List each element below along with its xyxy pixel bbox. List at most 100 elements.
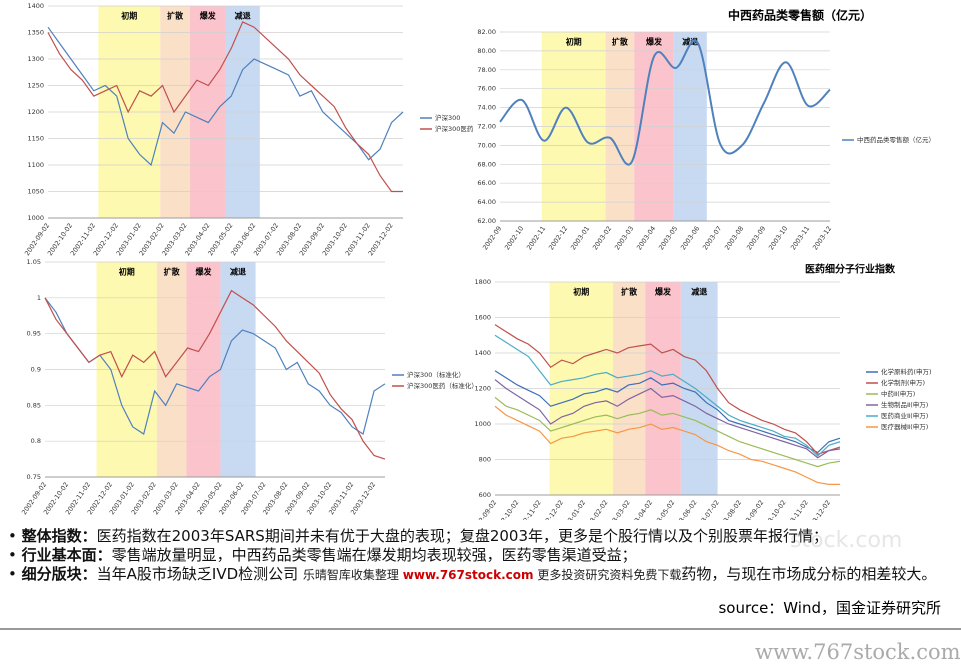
- y-tick-label: 0.95: [27, 330, 41, 338]
- x-tick-label: 2003-01: [569, 225, 591, 252]
- x-tick-label: 2003-10-02: [759, 499, 787, 520]
- legend-label: 化学原料药(申万): [881, 367, 932, 376]
- legend-label: 沪深300（标准化）: [407, 370, 465, 379]
- x-tick-label: 2002-10-02: [492, 499, 520, 520]
- phase-label: 扩散: [167, 11, 184, 21]
- source: source：Wind，国金证券研究所: [718, 599, 941, 617]
- y-tick-label: 1400: [27, 2, 44, 10]
- y-tick-label: 1050: [27, 188, 44, 196]
- x-tick-label: 2002-12-02: [537, 499, 565, 520]
- notes: • 整体指数：医药指数在2003年SARS期间并未有优于大盘的表现；复盘2003…: [8, 527, 948, 585]
- y-tick-label: 1.05: [27, 258, 41, 266]
- series-line: [494, 405, 840, 485]
- y-tick-label: 600: [479, 491, 491, 499]
- x-tick-label: 2003-08-02: [715, 499, 743, 520]
- x-tick-label: 2003-05: [657, 225, 679, 252]
- y-tick-label: 1200: [27, 108, 44, 116]
- x-tick-label: 2003-07: [701, 225, 723, 252]
- x-tick-label: 2003-09: [745, 225, 767, 252]
- series-line: [494, 396, 841, 468]
- phase-label: 初期: [121, 11, 137, 21]
- phase-label: 减退: [682, 37, 698, 47]
- y-tick-label: 66.00: [477, 179, 496, 187]
- watermark: 乐晴智库收集整理 www.767stock.com 更多投资研究资料免费下载: [303, 568, 681, 582]
- phase-label: 爆发: [195, 267, 212, 277]
- note-text: 医药指数在2003年SARS期间并未有优于大盘的表现；复盘2003年，更多是个股…: [96, 527, 828, 545]
- series-line: [44, 297, 386, 435]
- y-tick-label: 1800: [474, 278, 491, 286]
- y-tick-label: 72.00: [477, 123, 496, 131]
- legend-label: 生物制品Ⅱ(申万): [881, 400, 928, 409]
- phase-label: 减退: [235, 11, 251, 21]
- y-tick-label: 1400: [474, 349, 491, 357]
- note-head: 细分版块：: [21, 565, 97, 583]
- y-tick-label: 1000: [27, 214, 44, 222]
- x-tick-label: 2003-06-02: [670, 499, 698, 520]
- y-tick-label: 0.85: [27, 401, 41, 409]
- legend-label: 中药Ⅱ(申万): [881, 389, 915, 398]
- legend-label: 沪深300: [435, 113, 460, 122]
- x-tick-label: 2003-02: [591, 225, 613, 252]
- series-line: [494, 324, 841, 455]
- x-tick-label: 2002-11-02: [515, 499, 543, 520]
- y-tick-label: 1150: [27, 135, 44, 143]
- y-tick-label: 1000: [474, 420, 491, 428]
- x-tick-label: 2003-01-02: [559, 499, 587, 520]
- x-tick-label: 2003-12: [811, 225, 833, 252]
- series-line: [47, 26, 404, 167]
- y-tick-label: 0.8: [31, 437, 41, 445]
- y-tick-label: 800: [479, 456, 491, 464]
- note-text: 当年A股市场缺乏IVD检测公司: [96, 565, 299, 583]
- y-tick-label: 1250: [27, 82, 44, 90]
- y-tick-label: 70.00: [477, 141, 496, 149]
- phase-label: 初期: [566, 37, 582, 47]
- x-tick-label: 2003-06: [679, 225, 701, 252]
- x-tick-label: 2002-09: [481, 225, 503, 252]
- y-tick-label: 80.00: [477, 47, 496, 55]
- x-tick-label: 2002-11: [525, 225, 547, 252]
- note: • 细分版块：当年A股市场缺乏IVD检测公司 乐晴智库收集整理 www.767s…: [8, 565, 937, 583]
- legend-label: 沪深300医药（标准化）: [407, 381, 478, 390]
- watermark-site: www.767stock.com: [402, 568, 534, 582]
- y-tick-label: 1300: [27, 55, 44, 63]
- phase-label: 扩散: [612, 37, 629, 47]
- chart-title: 中西药品类零售额（亿元）: [728, 8, 872, 23]
- phase-label: 初期: [119, 267, 135, 277]
- watermark-pre: 乐晴智库收集整理: [302, 568, 399, 582]
- legend-label: 沪深300医药: [435, 124, 474, 133]
- series-line: [47, 21, 403, 193]
- phase-label: 减退: [691, 287, 707, 297]
- x-tick-label: 2003-05-02: [648, 499, 676, 520]
- series-line: [494, 334, 841, 457]
- y-tick-label: 0.9: [31, 366, 41, 374]
- x-tick-label: 2003-04: [635, 225, 657, 252]
- phase-label: 爆发: [200, 11, 217, 21]
- x-tick-label: 2003-03-02: [604, 499, 632, 520]
- series-line: [44, 289, 386, 460]
- x-tick-label: 2002-12: [547, 225, 569, 252]
- watermark-post: 更多投资研究资料免费下载: [537, 568, 682, 582]
- phase-label: 爆发: [646, 37, 663, 47]
- note: • 整体指数：医药指数在2003年SARS期间并未有优于大盘的表现；复盘2003…: [8, 527, 828, 545]
- x-tick-label: 2003-08: [723, 225, 745, 252]
- y-tick-label: 82.00: [477, 28, 496, 36]
- x-tick-label: 2002-09-02: [470, 499, 498, 520]
- y-tick-label: 1600: [474, 314, 491, 322]
- series-line: [494, 370, 841, 454]
- series-line: [499, 39, 831, 166]
- x-tick-label: 2003-10: [767, 225, 789, 252]
- y-tick-label: 1350: [27, 29, 44, 37]
- y-tick-label: 0.75: [27, 473, 41, 481]
- charts: 初期 扩散 爆发 减退10001050110011501200125013001350…: [20, 2, 935, 520]
- x-tick-label: 2002-10: [503, 225, 525, 252]
- legend-label: 化学制剂(申万): [881, 378, 925, 387]
- x-tick-label: 2003-09-02: [737, 499, 765, 520]
- y-tick-label: 1200: [474, 385, 491, 393]
- phase-label: 扩散: [621, 287, 638, 297]
- x-tick-label: 2003-02-02: [581, 499, 609, 520]
- legend-label: 医疗器械Ⅱ(申万): [881, 422, 928, 431]
- note-head: 行业基本面：: [21, 546, 112, 564]
- y-tick-label: 1: [37, 294, 41, 302]
- x-tick-label: 2003-12-02: [804, 499, 832, 520]
